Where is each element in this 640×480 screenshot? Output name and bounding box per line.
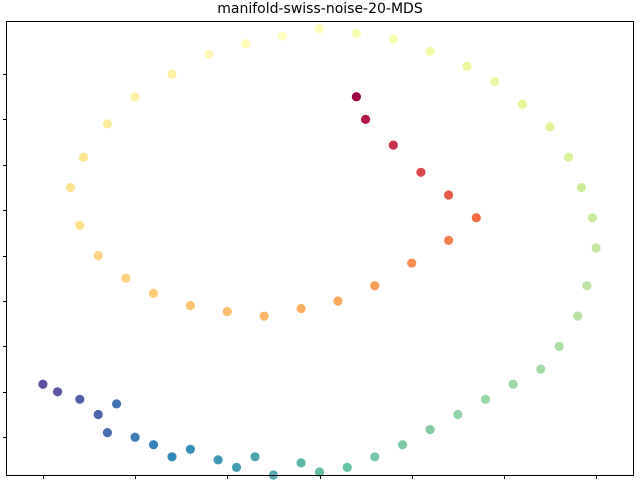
scatter-point-46	[65, 182, 76, 193]
scatter-point-21	[480, 394, 491, 404]
scatter-point-6	[130, 432, 140, 442]
scatter-point-16	[342, 462, 352, 472]
scatter-point-14	[296, 458, 306, 468]
scatter-point-39	[278, 31, 288, 41]
scatter-point-38	[314, 24, 325, 34]
scatter-point-34	[462, 61, 472, 71]
axis-ticks	[3, 74, 597, 479]
scatter-point-64	[351, 92, 361, 102]
scatter-point-27	[591, 243, 601, 253]
scatter-point-17	[370, 452, 380, 462]
scatter-point-7	[148, 440, 159, 450]
scatter-point-10	[213, 455, 223, 465]
scatter-point-18	[397, 440, 408, 450]
scatter-point-44	[102, 119, 112, 129]
scatter-point-12	[250, 452, 260, 462]
scatter-point-5	[112, 399, 122, 409]
scatter-point-0	[38, 379, 48, 389]
scatter-point-9	[185, 444, 195, 454]
scatter-point-22	[508, 379, 518, 389]
scatter-point-51	[185, 300, 195, 311]
scatter-point-8	[167, 452, 177, 462]
scatter-point-62	[388, 140, 398, 150]
scatter-point-2	[75, 394, 85, 404]
scatter-point-28	[587, 213, 598, 223]
scatter-point-56	[370, 281, 380, 291]
scatter-point-45	[78, 152, 89, 162]
scatter-point-50	[148, 288, 159, 298]
scatter-point-33	[490, 76, 500, 87]
scatter-point-37	[351, 28, 361, 38]
scatter-point-23	[536, 364, 546, 374]
scatter-point-48	[93, 251, 103, 261]
scatter-point-35	[425, 46, 435, 56]
scatter-point-26	[582, 281, 592, 291]
plot-frame	[6, 21, 634, 476]
chart-title: manifold-swiss-noise-20-MDS	[217, 1, 423, 17]
scatter-point-11	[231, 462, 242, 472]
scatter-point-53	[259, 311, 269, 321]
scatter-point-58	[444, 235, 454, 245]
scatter-point-52	[222, 307, 232, 317]
scatter-point-41	[204, 49, 214, 59]
scatter-point-1	[53, 387, 63, 397]
scatter-point-63	[361, 114, 371, 124]
scatter-point-20	[453, 409, 463, 420]
scatter-points	[38, 24, 601, 480]
scatter-point-25	[573, 311, 583, 321]
scatter-point-19	[425, 425, 435, 435]
scatter-point-59	[471, 213, 481, 223]
scatter-point-15	[314, 467, 325, 477]
scatter-point-55	[333, 296, 343, 306]
scatter-point-40	[241, 39, 251, 49]
scatter-point-29	[576, 182, 587, 193]
scatter-point-3	[93, 409, 103, 420]
scatter-point-54	[296, 303, 306, 314]
scatter-point-47	[75, 220, 85, 230]
scatter-point-24	[554, 341, 564, 351]
scatter-point-30	[563, 152, 574, 162]
scatter-point-49	[121, 273, 131, 283]
scatter-point-57	[407, 258, 417, 268]
scatter-point-32	[517, 99, 528, 109]
scatter-point-31	[545, 122, 555, 132]
scatter-point-43	[130, 92, 140, 102]
scatter-point-42	[167, 69, 177, 79]
scatter-point-61	[416, 167, 426, 177]
scatter-point-4	[102, 428, 112, 438]
scatter-point-36	[388, 34, 398, 44]
scatter-point-60	[444, 190, 454, 200]
